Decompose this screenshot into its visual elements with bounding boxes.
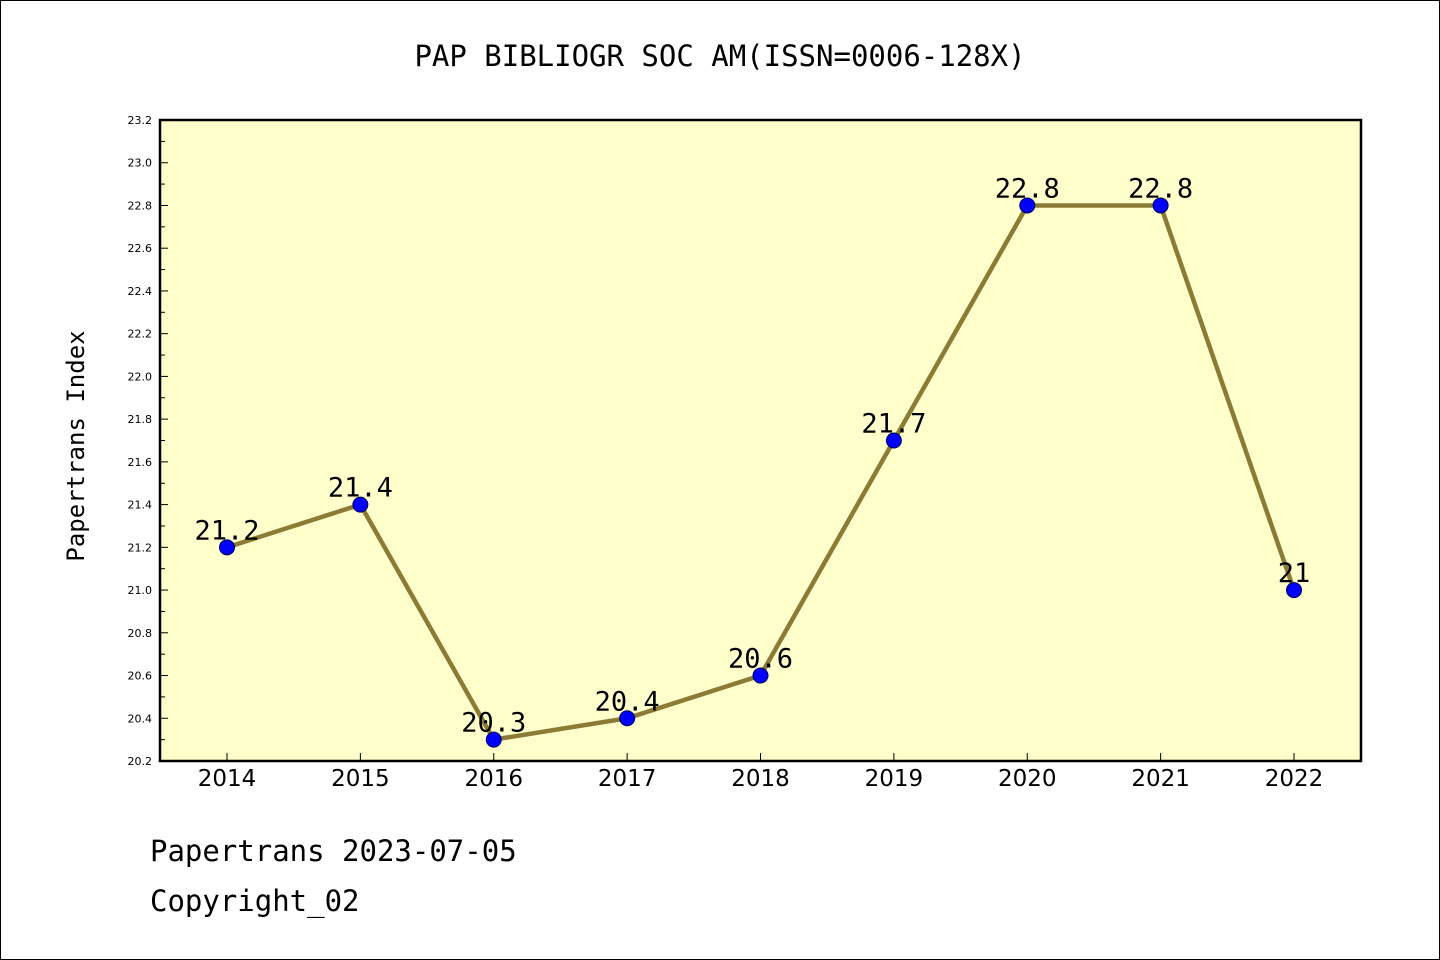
y-tick-label: 22.6 <box>128 242 153 255</box>
data-point-marker <box>752 667 769 684</box>
x-tick-label: 2017 <box>598 766 657 792</box>
y-tick-label: 21.6 <box>128 456 153 469</box>
data-point-marker <box>352 496 369 513</box>
data-point-marker <box>485 731 502 748</box>
x-tick-label: 2020 <box>998 766 1057 792</box>
data-label: 20.3 <box>461 708 526 739</box>
y-tick-label: 21.4 <box>128 499 153 512</box>
data-point-marker <box>619 710 636 727</box>
x-tick-label: 2016 <box>464 766 523 792</box>
data-point-marker <box>219 539 235 556</box>
x-tick-label: 2021 <box>1131 766 1190 792</box>
data-label: 22.8 <box>1128 173 1193 204</box>
y-tick-label: 22.0 <box>128 370 153 383</box>
x-tick-label: 2019 <box>865 766 924 792</box>
marker-layer <box>219 197 1302 748</box>
footer-date-text: Papertrans 2023-07-05 <box>150 834 517 868</box>
x-tick-label: 2022 <box>1265 766 1324 792</box>
data-label: 21 <box>1278 558 1311 589</box>
plot-area <box>158 118 1363 763</box>
data-label: 21.7 <box>861 409 926 440</box>
y-axis: 20.2 20.4 20.6 20.8 21.0 21.2 21.4 21.6 21.8 22.0… <box>128 114 168 768</box>
y-tick-label: 21.8 <box>128 413 153 426</box>
data-label-layer: 21.2 21.4 20.3 20.4 20.6 21.7 22.8 22.8 21 <box>194 173 1310 738</box>
data-point-marker <box>1286 582 1302 599</box>
y-tick-label: 20.4 <box>128 712 153 725</box>
data-point-marker <box>885 432 902 449</box>
y-tick-label: 22.4 <box>128 285 153 298</box>
x-tick-label: 2018 <box>731 766 790 792</box>
x-tick-label: 2015 <box>331 766 390 792</box>
data-label: 22.8 <box>995 173 1060 204</box>
y-tick-label: 22.8 <box>128 199 153 212</box>
x-tick-label: 2014 <box>198 766 257 792</box>
y-tick-label: 20.2 <box>128 755 153 768</box>
x-axis: 2014 2015 2016 2017 2018 2019 2020 2021 2022 <box>198 753 1324 792</box>
data-point-marker <box>1019 197 1036 214</box>
y-tick-label: 21.0 <box>128 584 153 597</box>
y-tick-label: 20.6 <box>128 670 153 683</box>
data-label: 21.2 <box>194 515 259 546</box>
footer-copyright-text: Copyright_02 <box>150 884 360 918</box>
chart-title: PAP BIBLIOGR SOC AM(ISSN=0006-128X) <box>414 39 1025 73</box>
y-tick-label: 23.0 <box>128 157 153 170</box>
y-tick-label: 21.2 <box>128 541 153 554</box>
data-label: 20.6 <box>728 644 793 675</box>
data-point-marker <box>1152 197 1169 214</box>
y-tick-label: 22.2 <box>128 328 153 341</box>
y-tick-label: 23.2 <box>128 114 153 127</box>
data-label: 21.4 <box>328 473 393 504</box>
y-axis-label: Papertrans Index <box>62 330 90 561</box>
data-label: 20.4 <box>595 686 660 717</box>
y-tick-label: 20.8 <box>128 627 153 640</box>
